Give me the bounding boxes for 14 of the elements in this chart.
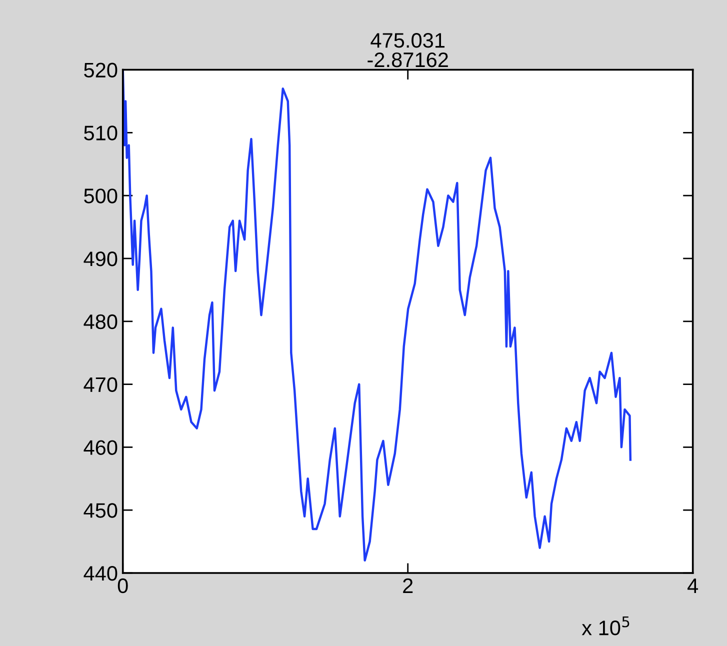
y-tick-label: 440 (84, 566, 118, 581)
y-tick-label: 510 (84, 126, 118, 140)
y-tick-label: 470 (84, 377, 118, 392)
y-tick-label: 480 (84, 314, 118, 330)
x-tick-label: 0 (118, 578, 128, 594)
y-tick-label: 450 (84, 503, 118, 518)
text: x 10$^{5}$ (582, 616, 630, 636)
x-tick-label: 4 (688, 578, 698, 593)
y-tick-label: 500 (84, 188, 118, 204)
y-tick-label: 520 (84, 62, 118, 78)
chart-title: 475.031 -2.87162 (368, 33, 448, 68)
y-tick-label: 490 (84, 251, 118, 266)
y-tick-label: 460 (84, 440, 118, 455)
x-tick-label: 2 (403, 578, 413, 593)
